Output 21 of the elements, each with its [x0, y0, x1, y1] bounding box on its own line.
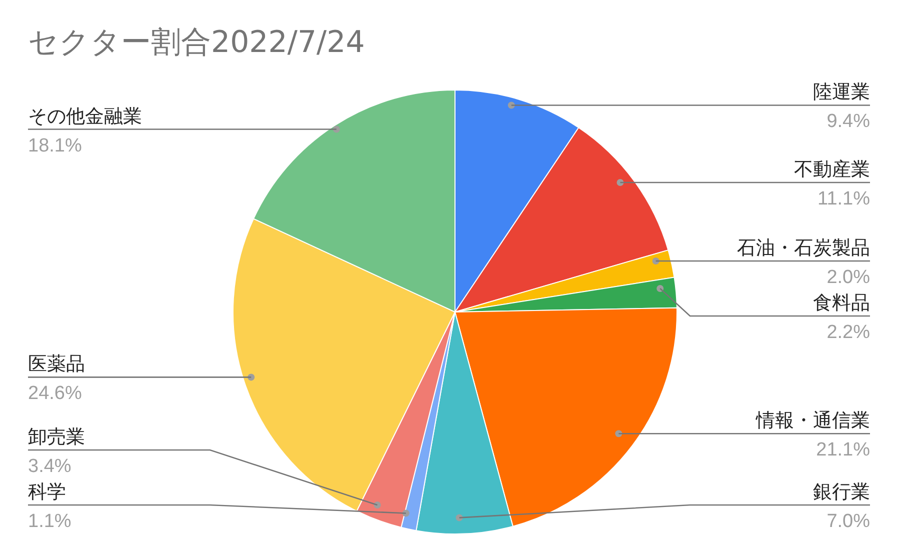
slice-label: 科学: [28, 481, 66, 503]
slice-label: 卸売業: [28, 426, 85, 448]
data-label: 2.0%: [826, 266, 870, 288]
slice-label: 食料品: [813, 292, 870, 314]
slice-label: 銀行業: [813, 481, 870, 503]
slice-label: 情報・通信業: [755, 410, 870, 432]
slice-label: 陸運業: [813, 81, 870, 104]
data-label: 3.4%: [28, 456, 72, 477]
chart-title: セクター割合2022/7/24: [28, 24, 365, 62]
slice-label: 石油・石炭製品: [737, 236, 870, 259]
data-label: 7.0%: [826, 511, 870, 532]
slice-label: その他金融業: [28, 105, 142, 128]
data-label: 11.1%: [818, 188, 870, 210]
data-label: 21.1%: [816, 440, 870, 461]
data-label: 18.1%: [28, 135, 82, 156]
slice-label: 医薬品: [28, 353, 85, 376]
slice-label: 不動産業: [794, 158, 870, 180]
data-label: 24.6%: [28, 383, 82, 404]
data-label: 9.4%: [826, 111, 870, 132]
data-label: 2.2%: [826, 322, 870, 343]
data-label: 1.1%: [28, 511, 72, 532]
